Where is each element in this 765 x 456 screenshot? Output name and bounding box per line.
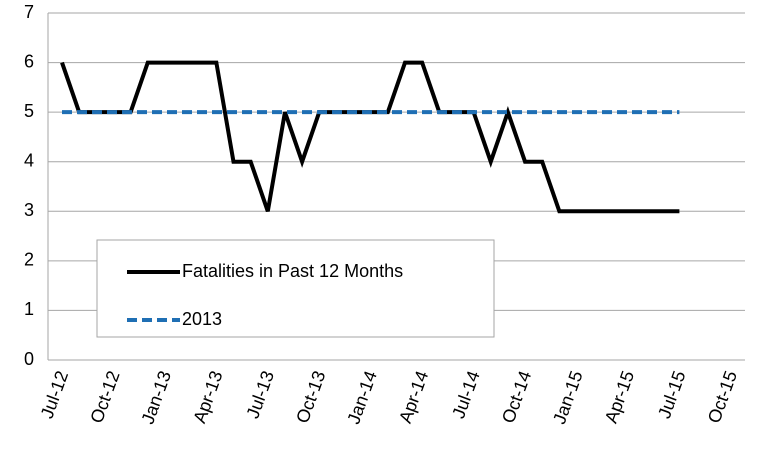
x-tick-label: Jul-13 xyxy=(242,368,278,421)
legend-box xyxy=(96,239,495,338)
y-tick-label: 7 xyxy=(24,2,34,22)
legend-label: Fatalities in Past 12 Months xyxy=(182,261,403,281)
x-tick-label: Jul-14 xyxy=(448,368,484,421)
x-tick-label: Apr-14 xyxy=(395,368,432,426)
x-tick-label: Jan-15 xyxy=(549,368,587,427)
line-series xyxy=(60,60,680,214)
x-tick-label: Jul-12 xyxy=(37,368,73,421)
y-tick-label: 4 xyxy=(24,150,34,170)
x-tick-label: Oct-12 xyxy=(86,368,123,426)
x-tick-label: Jul-15 xyxy=(654,368,690,421)
y-tick-label: 0 xyxy=(24,349,34,369)
x-tick-label: Oct-13 xyxy=(292,368,329,426)
y-tick-label: 6 xyxy=(24,51,34,71)
y-tick-label: 5 xyxy=(24,101,34,121)
legend-label: 2013 xyxy=(182,309,222,329)
y-tick-label: 2 xyxy=(24,250,34,270)
x-tick-label: Apr-13 xyxy=(189,368,226,426)
y-tick-label: 1 xyxy=(24,299,34,319)
x-tick-label: Jan-14 xyxy=(343,368,381,427)
x-tick-label: Oct-14 xyxy=(498,368,535,426)
x-tick-label: Apr-15 xyxy=(601,368,638,426)
x-tick-label: Oct-15 xyxy=(704,368,741,426)
y-tick-label: 3 xyxy=(24,200,34,220)
x-tick-label: Jan-13 xyxy=(138,368,176,427)
